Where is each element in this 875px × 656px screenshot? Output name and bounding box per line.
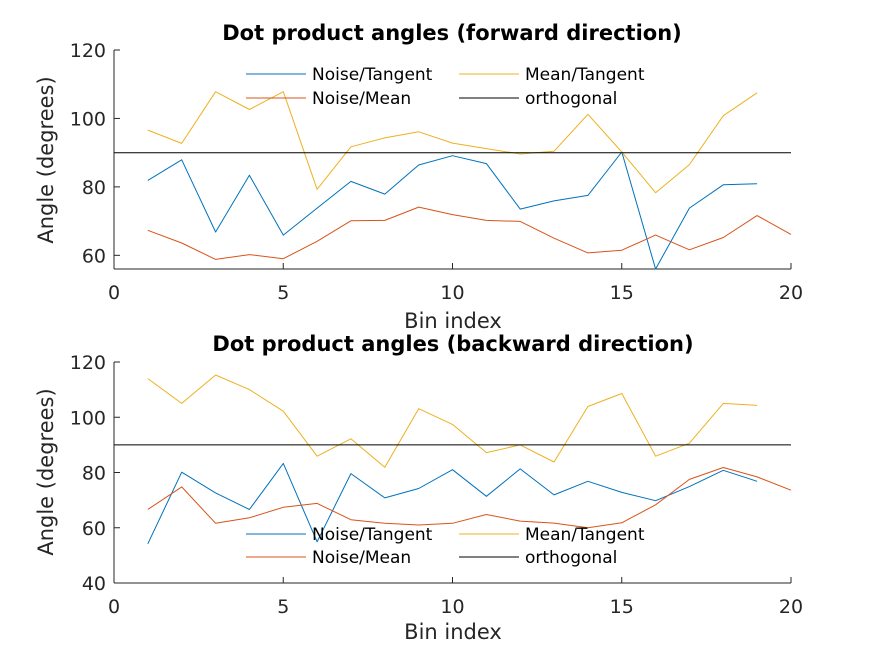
- x-tick-label: 15: [610, 596, 634, 618]
- forward-plot-area: 0 5 10 15 20 60 80 100 120: [70, 40, 803, 304]
- x-tick-label: 20: [779, 596, 803, 618]
- legend-label-noise-tangent: Noise/Tangent: [312, 525, 433, 545]
- legend-label-noise-mean: Noise/Mean: [312, 548, 411, 568]
- x-tick-label: 20: [779, 282, 803, 304]
- series-line-mean-tangent: [147, 374, 758, 468]
- y-tick-label: 100: [70, 407, 106, 429]
- backward-plot-area: 0 5 10 15 20 40 60 80 100 120: [70, 352, 803, 618]
- legend-label-orthogonal: orthogonal: [525, 89, 617, 109]
- backward-y-axis-label: Angle (degrees): [34, 388, 58, 555]
- x-tick-label: 5: [277, 596, 289, 618]
- legend-label-mean-tangent: Mean/Tangent: [525, 65, 645, 85]
- forward-x-axis-label: Bin index: [404, 309, 502, 333]
- y-tick-label: 80: [82, 463, 106, 485]
- legend-label-noise-tangent: Noise/Tangent: [312, 65, 433, 85]
- y-tick-label: 120: [70, 40, 106, 62]
- x-tick-label: 5: [277, 282, 289, 304]
- y-tick-label: 120: [70, 352, 106, 374]
- x-tick-label: 10: [440, 282, 464, 304]
- x-tick-label: 0: [108, 282, 120, 304]
- series-line-noise-tangent: [147, 462, 758, 545]
- forward-chart-title: Dot product angles (forward direction): [222, 21, 682, 45]
- y-tick-label: 80: [82, 177, 106, 199]
- series-line-noise-mean: [147, 467, 792, 529]
- backward-legend: Noise/Tangent Mean/Tangent Noise/Mean or…: [246, 525, 645, 568]
- x-tick-label: 10: [440, 596, 464, 618]
- y-tick-label: 60: [82, 518, 106, 540]
- legend-label-orthogonal: orthogonal: [525, 548, 617, 568]
- x-tick-label: 0: [108, 596, 120, 618]
- backward-x-axis-label: Bin index: [404, 620, 502, 644]
- y-tick-label: 100: [70, 108, 106, 130]
- legend-label-noise-mean: Noise/Mean: [312, 89, 411, 109]
- y-tick-label: 60: [82, 245, 106, 267]
- x-tick-label: 15: [610, 282, 634, 304]
- backward-chart-title: Dot product angles (backward direction): [212, 332, 693, 356]
- series-line-noise-mean: [147, 206, 792, 260]
- series-line-noise-tangent: [147, 151, 758, 270]
- forward-legend: Noise/Tangent Mean/Tangent Noise/Mean or…: [246, 65, 645, 109]
- y-tick-label: 40: [82, 573, 106, 595]
- backward-chart-panel: Dot product angles (backward direction) …: [34, 332, 803, 644]
- legend-label-mean-tangent: Mean/Tangent: [525, 525, 645, 545]
- forward-y-axis-label: Angle (degrees): [34, 76, 58, 243]
- series-line-mean-tangent: [147, 91, 758, 194]
